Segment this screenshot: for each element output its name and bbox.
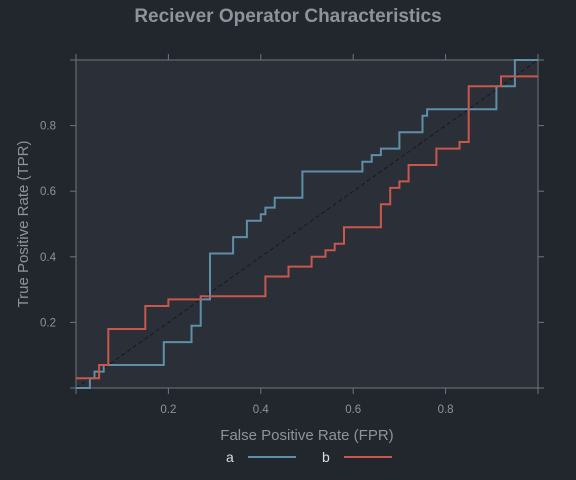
x-tick-label: 0.6 — [345, 404, 361, 416]
x-tick-label: 0.8 — [438, 404, 454, 416]
x-axis-label: False Positive Rate (FPR) — [220, 427, 393, 444]
series-lines — [76, 59, 538, 389]
legend-label-a: a — [226, 449, 234, 465]
x-tick-label: 0.4 — [253, 404, 270, 416]
y-tick-label: 0.8 — [40, 121, 56, 133]
y-tick-label: 0.6 — [40, 186, 56, 198]
series-line-a — [76, 59, 538, 389]
y-axis-label: True Positive Rate (TPR) — [15, 141, 32, 308]
legend-label-b: b — [322, 449, 330, 465]
x-axis-ticks: 0.2 0.4 0.6 0.8 — [75, 54, 539, 416]
series-line-b — [76, 75, 538, 380]
y-axis-ticks: 0.2 0.4 0.6 0.8 — [40, 59, 544, 389]
y-tick-label: 0.4 — [40, 252, 57, 264]
chart-title: Reciever Operator Characteristics — [134, 6, 441, 27]
diagonal-reference-line — [75, 59, 539, 389]
y-tick-label: 0.2 — [40, 317, 56, 329]
x-tick-label: 0.2 — [160, 404, 176, 416]
